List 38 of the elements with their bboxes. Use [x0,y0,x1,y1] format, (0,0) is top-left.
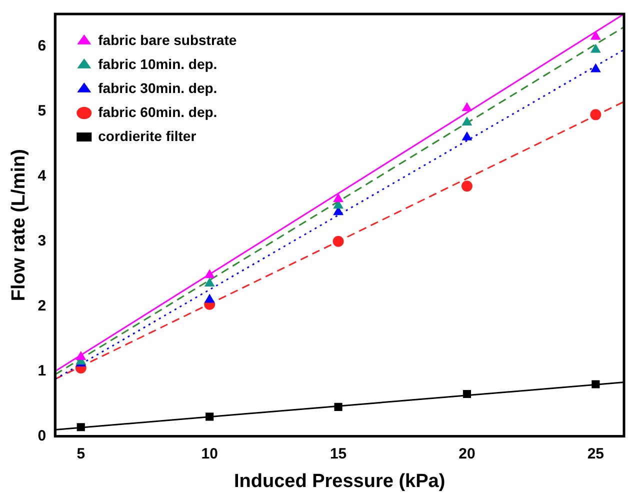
point [333,194,344,202]
y-tick-label: 1 [38,362,46,380]
point [462,116,472,126]
legend-label: fabric 10min. dep. [98,56,218,72]
point [332,236,344,247]
point [462,390,472,398]
point [204,294,214,303]
y-axis-title: Flow rate (L/min) [8,149,30,302]
point [76,423,85,432]
y-tick-label: 4 [38,168,47,185]
y-tick-label: 0 [38,427,46,444]
point [462,102,472,112]
point [204,270,214,278]
legend-label: fabric 60min. dep. [98,104,218,120]
point [334,402,342,412]
point [590,109,602,120]
point [592,380,600,388]
point [206,412,214,421]
x-tick-label: 25 [587,445,604,462]
y-tick-label: 2 [38,297,46,314]
point [590,31,601,40]
legend-label: fabric bare substrate [98,32,237,48]
point [590,44,601,53]
point [204,278,214,287]
x-tick-label: 5 [76,445,86,462]
legend-label: fabric 30min. dep. [98,80,218,96]
y-tick-label: 5 [38,102,46,120]
legend-label: cordierite filter [98,128,197,144]
y-tick-label: 6 [38,38,46,55]
point [462,132,472,140]
point [461,180,472,192]
x-tick-label: 15 [330,445,347,462]
x-axis-title: Induced Pressure (kPa) [234,470,446,492]
point [590,64,601,72]
y-tick-label: 3 [38,232,46,250]
x-tick-label: 10 [201,445,218,462]
x-tick-label: 20 [458,445,476,462]
point [76,351,86,360]
